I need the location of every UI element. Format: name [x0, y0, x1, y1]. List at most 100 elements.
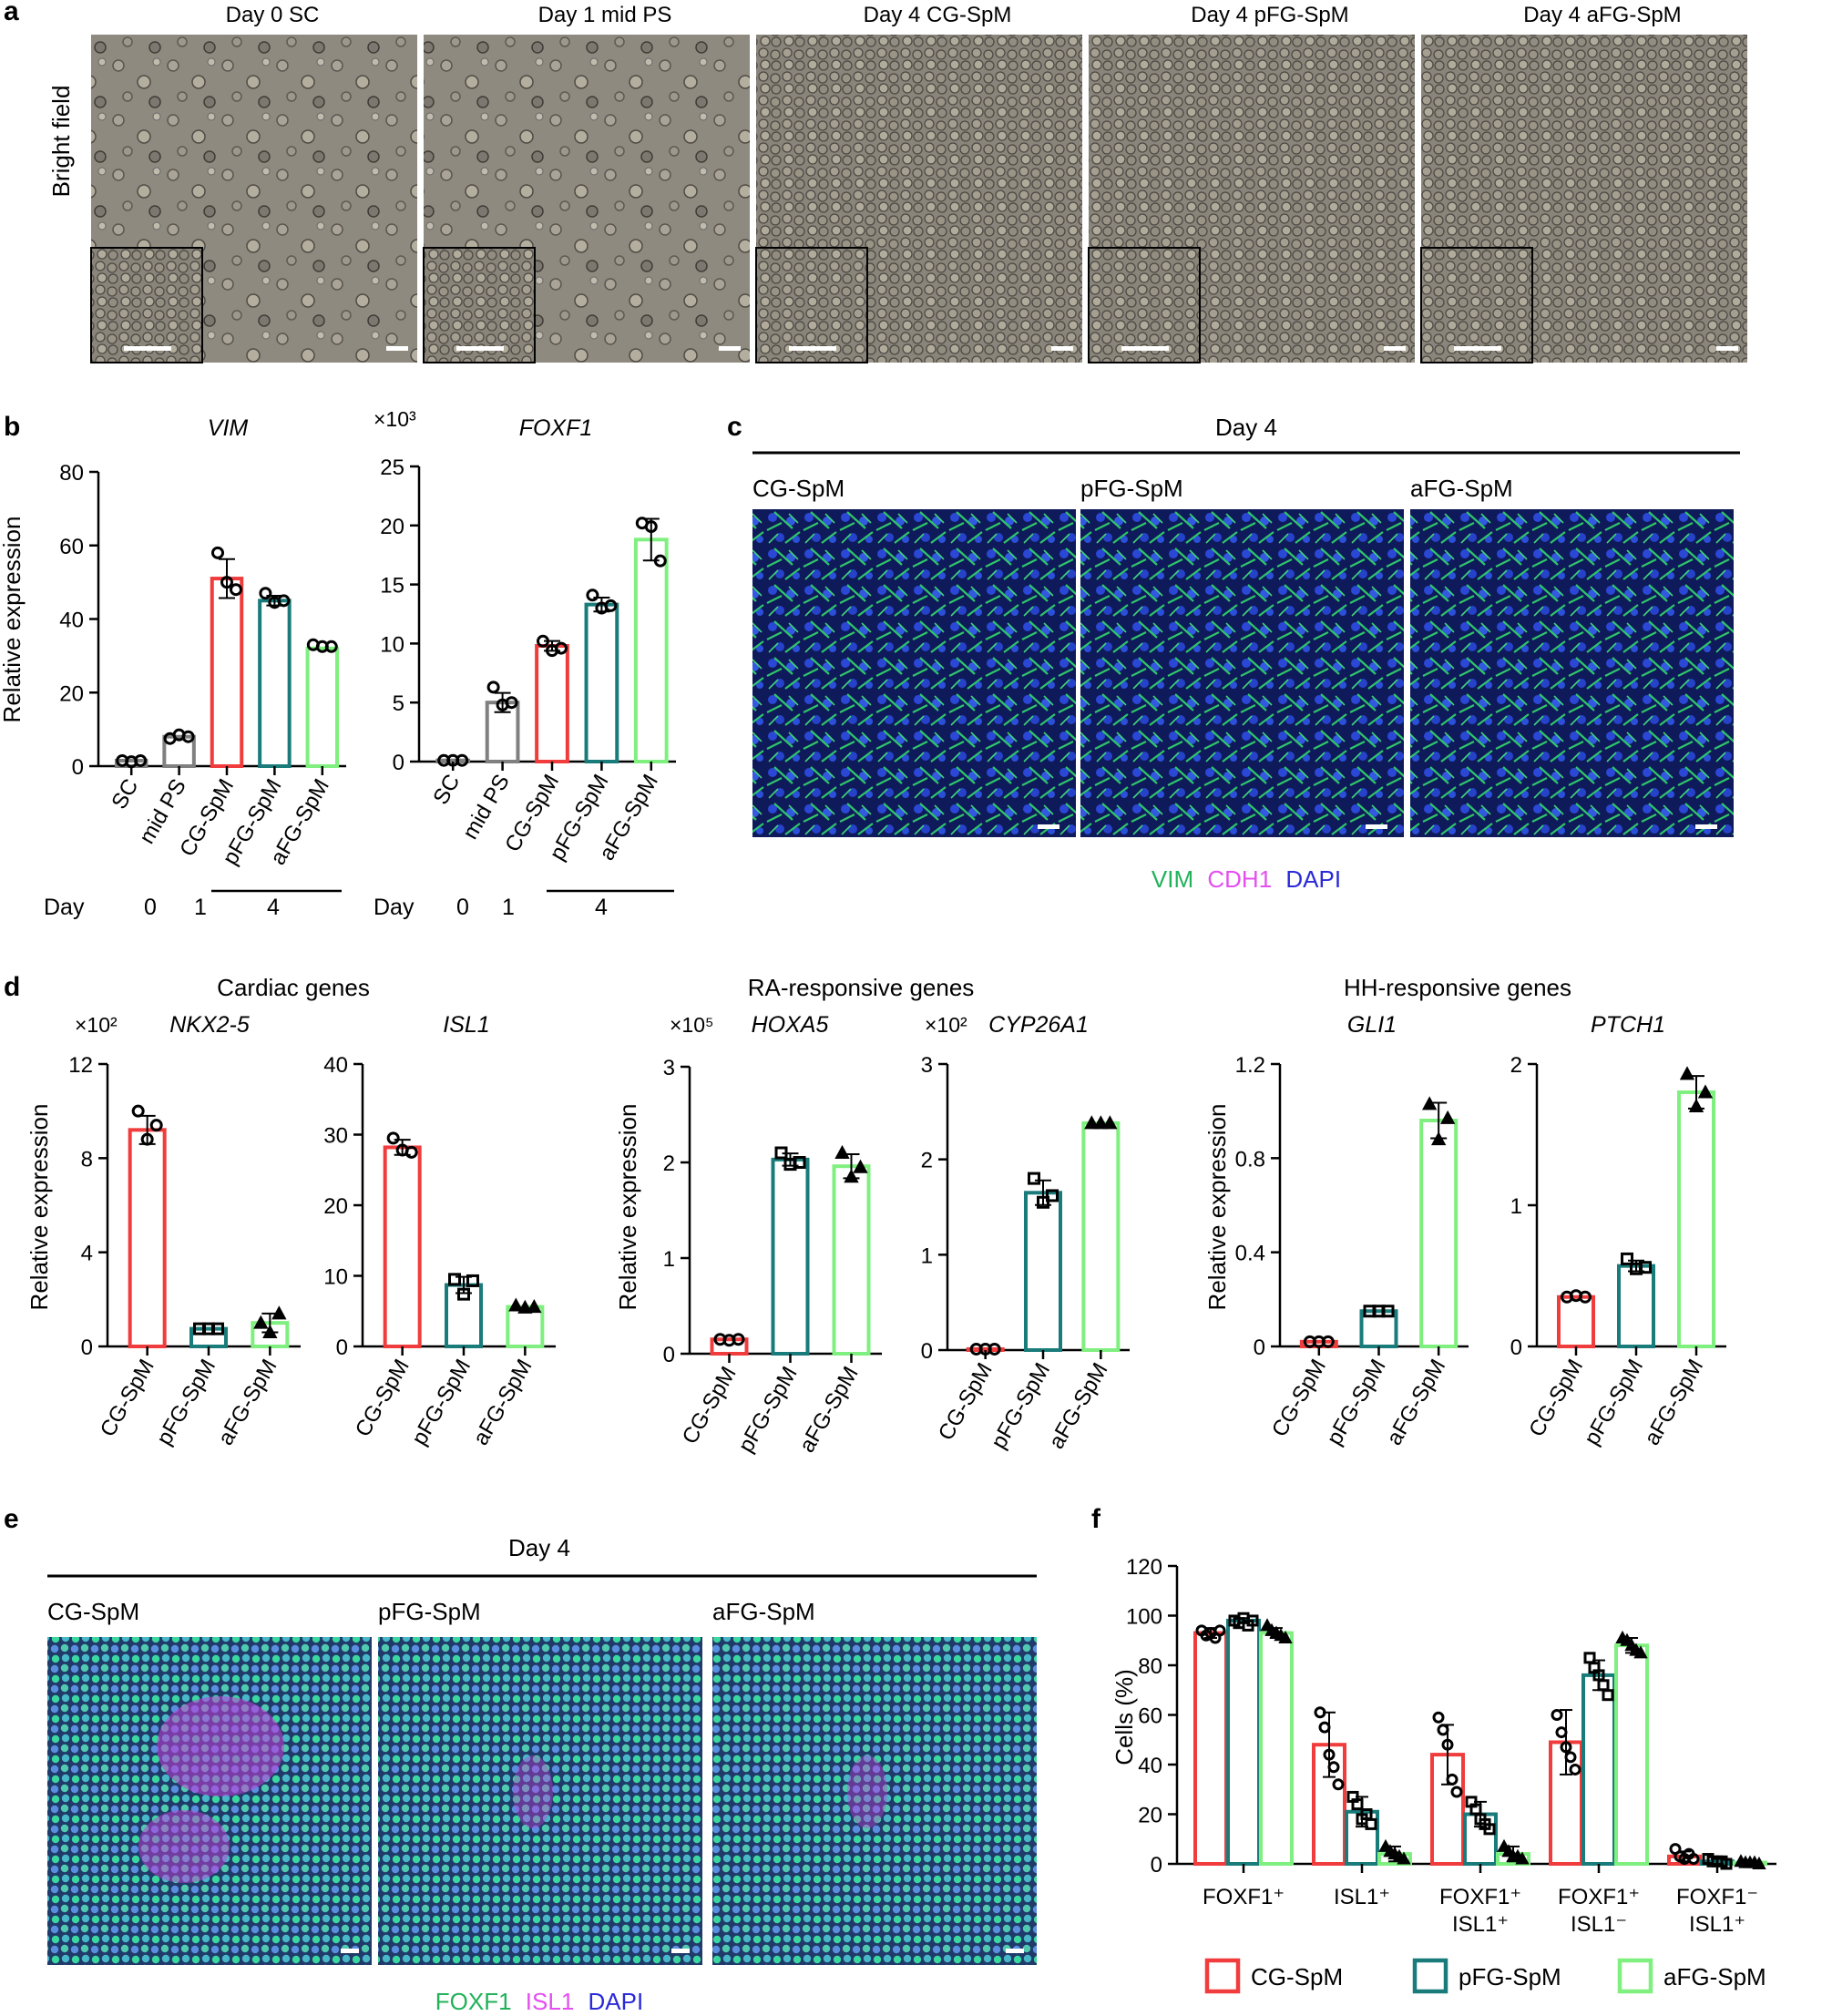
- scale-bar: [1695, 824, 1717, 829]
- bar-pfg-spm: [584, 602, 619, 764]
- x-tick-label-afg-spm: aFG-SpM: [1382, 1356, 1450, 1450]
- x-tick-label-pfg-spm: pFG-SpM: [1322, 1356, 1390, 1450]
- x-tick-label-foxf1-isl1: FOXF1⁺ ISL1⁺: [1439, 1885, 1521, 1937]
- x-tick-label-foxf1-isl1: FOXF1⁻ ISL1⁺: [1676, 1885, 1758, 1937]
- panel-c-legend: VIM CDH1 DAPI: [1152, 865, 1341, 893]
- data-point: [1697, 1084, 1714, 1099]
- x-tick-label-isl1: ISL1⁺: [1334, 1885, 1390, 1909]
- data-point: [486, 681, 500, 694]
- y-tick-label: 4: [81, 1242, 93, 1266]
- panel-letter-e: e: [4, 1504, 19, 1534]
- data-point: [1469, 1803, 1482, 1816]
- y-tick-label: 80: [1138, 1654, 1162, 1679]
- y-tick-label: 8: [81, 1147, 93, 1172]
- data-point: [259, 587, 272, 600]
- data-point: [181, 730, 195, 743]
- y-tick-label: 15: [380, 574, 404, 599]
- day-label: Day: [44, 895, 85, 920]
- bar-cg-spm: [1193, 1631, 1228, 1866]
- data-point: [1437, 1724, 1449, 1736]
- data-point: [1332, 1778, 1345, 1791]
- data-point: [1597, 1679, 1610, 1692]
- inset-scale-bar: [1121, 346, 1169, 351]
- group-ra: RA-responsive genes: [748, 974, 975, 1001]
- data-point: [448, 1273, 461, 1286]
- y-tick-label: 0: [393, 751, 404, 775]
- data-point: [1327, 1761, 1340, 1774]
- x-tick-label-cg-spm: CG-SpM: [1524, 1356, 1588, 1441]
- legend-label-pfg-spm: pFG-SpM: [1459, 1963, 1561, 1990]
- bar-pfg-spm: [1024, 1191, 1062, 1353]
- brightfield-title-day-0-sc: Day 0 SC: [226, 3, 320, 27]
- inset-scale-bar: [1454, 346, 1501, 351]
- y-tick-label: 0: [921, 1339, 933, 1364]
- chart-nkx2-5: 0 4 8 12 NKX2-5 ×10² Relative expression CG-SpM…: [26, 1012, 301, 1449]
- x-tick-label-sc: SC: [107, 775, 143, 814]
- data-point: [1028, 1172, 1040, 1185]
- brightfield-inset: [1088, 247, 1201, 363]
- data-point: [324, 640, 338, 653]
- x-tick-label-foxf1: FOXF1⁺: [1203, 1885, 1285, 1909]
- data-point: [732, 1333, 745, 1346]
- chart-title-ptch1: PTCH1: [1591, 1012, 1665, 1038]
- legend-swatch-afg-spm: [1617, 1958, 1653, 1994]
- data-point: [517, 1299, 533, 1314]
- scale-bar: [1366, 824, 1387, 829]
- data-point: [1321, 1335, 1335, 1348]
- day-value-4: 4: [267, 895, 280, 920]
- panel-letter-a: a: [4, 0, 19, 26]
- day-value-0: 0: [144, 895, 157, 920]
- panel-letter-f: f: [1091, 1504, 1101, 1534]
- bar-cg-spm: [535, 643, 569, 764]
- y-tick-label: 0.8: [1235, 1147, 1265, 1172]
- if-image-cg-spm: [752, 509, 1076, 837]
- data-point: [1446, 1773, 1459, 1786]
- data-point: [1720, 1857, 1733, 1870]
- y-tick-label: 2: [921, 1149, 933, 1173]
- data-point: [1679, 1066, 1695, 1080]
- data-point: [505, 696, 518, 710]
- data-point: [853, 1159, 868, 1173]
- scale-bar: [1038, 824, 1059, 829]
- x-tick-label-line: ISL1⁺: [1334, 1885, 1390, 1909]
- data-point: [988, 1342, 1001, 1356]
- y-tick-label: 1: [663, 1247, 675, 1272]
- group-cardiac: Cardiac genes: [217, 974, 370, 1001]
- if-e-title-pfg-spm: pFG-SpM: [378, 1598, 481, 1625]
- x-tick-label-line: FOXF1⁻: [1676, 1885, 1758, 1909]
- x-tick-label-sc: SC: [428, 771, 465, 809]
- data-point: [1430, 1131, 1447, 1146]
- x-tick-label-line: ISL1⁺: [1452, 1912, 1509, 1937]
- x-tick-label-cg-spm: CG-SpM: [934, 1359, 998, 1445]
- day-value-1: 1: [502, 895, 515, 920]
- bar-pfg-spm: [771, 1157, 810, 1356]
- isl1-cluster: [847, 1755, 887, 1828]
- x-tick-label-line: ISL1⁻: [1571, 1912, 1627, 1937]
- chart-gli1: 0 0.4 0.8 1.2 GLI1 Relative expression CG-SpMp…: [1203, 1012, 1469, 1449]
- if-image-afg-spm: [1410, 509, 1734, 837]
- data-point: [537, 634, 549, 648]
- y-tick-label: 30: [323, 1124, 348, 1149]
- data-point: [277, 594, 291, 608]
- data-point: [653, 554, 667, 568]
- x-tick-label-cg-spm: CG-SpM: [96, 1356, 159, 1441]
- chart-title-isl1: ISL1: [443, 1012, 489, 1038]
- data-point: [1432, 1711, 1445, 1724]
- y-tick-label: 3: [663, 1056, 675, 1080]
- bar-afg-spm: [633, 537, 669, 763]
- bar-cg-spm: [128, 1128, 167, 1349]
- x-tick-label-pfg-spm: pFG-SpM: [407, 1356, 476, 1450]
- legend-foxf1: FOXF1: [435, 1988, 512, 2015]
- isl1-cluster: [138, 1810, 230, 1883]
- data-point: [1633, 1645, 1648, 1659]
- y-tick-label: 80: [59, 461, 84, 486]
- legend-vim: VIM: [1152, 865, 1193, 893]
- panel-letter-c: c: [727, 412, 742, 442]
- data-point: [1569, 1763, 1581, 1776]
- y-tick-label: 10: [380, 632, 404, 657]
- data-point: [211, 546, 224, 559]
- data-point: [1381, 1305, 1395, 1318]
